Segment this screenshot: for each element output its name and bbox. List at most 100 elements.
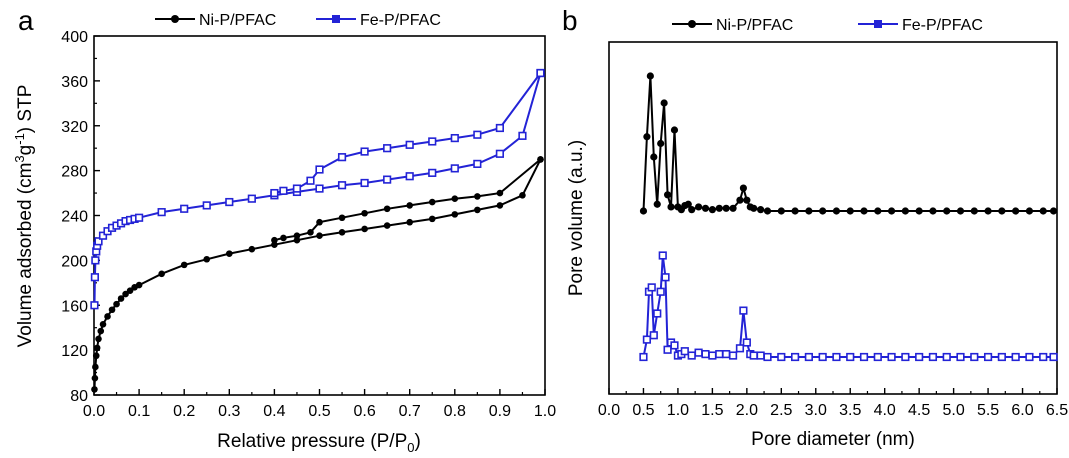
panel-a-point — [225, 197, 234, 207]
legend-b-ni-label: Ni-P/PFAC — [716, 17, 793, 34]
panel-a-point — [337, 181, 347, 190]
panel-b-point — [643, 133, 651, 141]
panel-a-point — [307, 229, 314, 236]
panel-b-point — [715, 204, 723, 212]
legend-b: Ni-P/PFAC Fe-P/PFAC — [672, 17, 983, 34]
panel-a-point — [90, 273, 100, 282]
panel-a-ylabel-mid: g — [15, 145, 36, 156]
panel-b-point — [1012, 207, 1020, 215]
panel-b-point — [777, 352, 786, 362]
panel-a-point — [473, 130, 482, 139]
panel-b-xtick-label: 0.5 — [632, 402, 654, 419]
panel-a-point — [338, 229, 346, 236]
panel-b-xtick-label: 1.5 — [701, 402, 723, 419]
panel-a-point — [428, 198, 436, 206]
panel-b-point — [763, 207, 772, 215]
panel-a-point — [247, 194, 256, 203]
panel-a-point — [383, 222, 391, 229]
panel-a-point — [158, 270, 165, 278]
panel-b-point — [749, 351, 758, 360]
panel-b-point — [1049, 207, 1058, 215]
panel-b-xtick-label: 3.5 — [839, 402, 861, 419]
panel-b-point — [970, 207, 978, 215]
panel-b-point — [915, 207, 923, 215]
panel-a-point — [316, 218, 323, 226]
panel-b-point — [742, 338, 751, 347]
panel-a-point — [315, 165, 324, 174]
panel-a-point — [97, 327, 105, 335]
panel-b-point — [942, 352, 951, 362]
panel-b-point — [832, 352, 841, 362]
panel-b-point — [661, 273, 670, 282]
legend-a: Ni-P/PFAC Fe-P/PFAC — [155, 12, 441, 29]
panel-a-point — [360, 178, 369, 188]
panel-a-point — [474, 206, 481, 214]
panel-a-ytick-label: 240 — [61, 209, 88, 226]
panel-a-point — [98, 231, 108, 240]
panel-b-point — [722, 204, 730, 212]
panel-b-point — [970, 352, 979, 362]
panel-b-point — [887, 352, 896, 362]
panel-b-point — [943, 207, 951, 215]
panel-a-xtick-label: 1.0 — [534, 403, 556, 420]
panel-a-xtick-label: 0.2 — [173, 403, 195, 420]
panel-b-point — [818, 352, 827, 362]
legend-a-fe-label: Fe-P/PFAC — [360, 12, 441, 29]
panel-a-ylabel-main: Volume adsorbed (cm — [15, 163, 36, 348]
panel-a-point — [135, 281, 143, 289]
panel-a-point — [117, 295, 125, 302]
panel-a-point — [203, 255, 211, 263]
panel-a-point — [202, 201, 211, 210]
panel-a-point — [406, 202, 414, 209]
panel-a-point — [293, 232, 301, 239]
panel-a-point — [361, 225, 368, 233]
panel-b-point — [1011, 352, 1020, 362]
panel-a-xtick-label: 0.3 — [218, 403, 240, 420]
panel-a-xtick-label: 0.9 — [489, 403, 511, 420]
panel-b-point — [757, 206, 765, 214]
panel-a-point — [496, 202, 504, 209]
panel-a-point — [122, 290, 129, 298]
panel-a-ylabel-sup2: -1 — [12, 133, 27, 145]
panel-b-point — [997, 352, 1006, 362]
panel-a-point — [360, 147, 369, 156]
panel-a-point — [361, 209, 368, 217]
panel-b-point — [756, 351, 765, 360]
panel-b-point — [750, 204, 758, 212]
panel-a-xtick-label: 0.8 — [444, 403, 466, 420]
panel-a-point — [270, 188, 279, 198]
panel-b-point — [688, 206, 696, 214]
panel-a-point — [180, 204, 189, 213]
panel-a-point — [338, 214, 346, 222]
panel-a-point — [157, 208, 166, 217]
panel-a-plot: 0.0 0.1 0.2 0.3 0.4 0.5 0.6 0.7 0.8 0.9 1.0 80 120 16… — [61, 29, 556, 420]
panel-a-point — [92, 352, 100, 360]
panel-b-xtick-label: 3.0 — [805, 402, 827, 419]
panel-b-point — [667, 203, 675, 211]
panel-b-point — [1039, 207, 1047, 215]
panel-b-point — [701, 349, 710, 359]
panel-a-point — [91, 386, 98, 393]
panel-b-point — [647, 283, 656, 292]
legend-b-ni-marker — [688, 20, 696, 28]
panel-a-point — [248, 245, 256, 253]
panel-b-point — [763, 352, 772, 362]
panel-a-ytick-label: 320 — [61, 119, 88, 136]
panel-b-point — [998, 207, 1006, 215]
panel-b-point — [901, 352, 910, 362]
panel-b-point — [670, 341, 679, 350]
panel-a-ytick-label: 360 — [61, 74, 88, 91]
panel-a-point — [315, 184, 324, 193]
panel-b-point — [728, 351, 738, 360]
panel-a-point — [406, 218, 414, 226]
panel-b-xtick-label: 4.0 — [874, 402, 896, 419]
panel-b-point — [901, 207, 909, 215]
panel-b-point — [928, 352, 938, 362]
panel-b-point — [649, 331, 658, 340]
panel-b-point — [777, 207, 785, 215]
panel-a-xtick-label: 0.5 — [308, 403, 330, 420]
panel-a-point — [337, 153, 347, 162]
panel-a-point — [93, 344, 101, 352]
panel-a-ylabel-end: ) STP — [15, 85, 36, 134]
panel-a-point — [495, 149, 505, 158]
